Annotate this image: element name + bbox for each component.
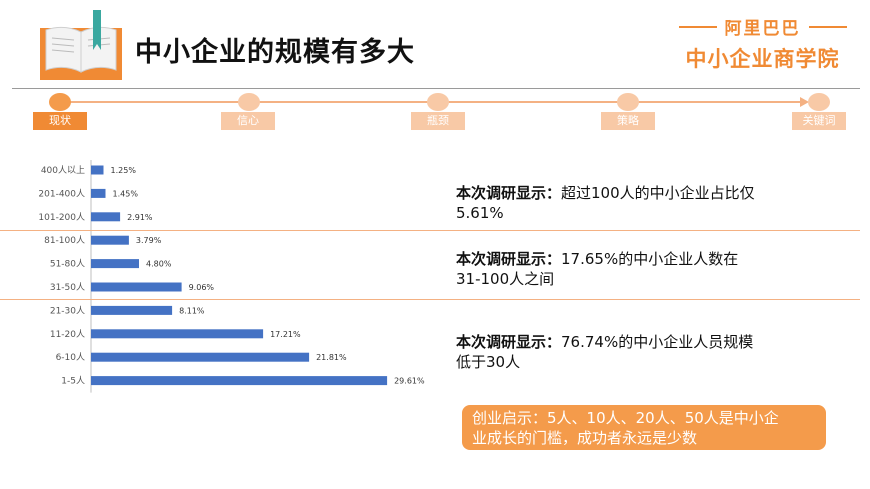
bar [91, 329, 264, 339]
step-dot-confidence [238, 93, 260, 111]
finding-text-line2: 低于30人 [456, 353, 521, 371]
value-label: 9.06% [189, 283, 215, 292]
page-title: 中小企业的规模有多大 [135, 37, 415, 68]
finding-text-line2: 31-100人之间 [456, 270, 555, 288]
bar [91, 235, 129, 245]
callout-line2: 业成长的门槛，成功者永远是少数 [472, 429, 698, 447]
category-label: 6-10人 [56, 352, 85, 363]
step-dot-current [49, 93, 71, 111]
bar [91, 376, 388, 386]
brand-subtitle: 中小企业商学院 [685, 47, 840, 71]
value-label: 1.25% [111, 166, 137, 175]
book-icon [40, 10, 122, 80]
step-dot-bottleneck [427, 93, 449, 111]
step-tab-bottleneck[interactable]: 瓶颈 [411, 112, 465, 130]
finding-31-100: 本次调研显示：17.65%的中小企业人数在 31-100人之间 [456, 249, 738, 289]
bar [91, 188, 106, 198]
finding-text: 超过100人的中小企业占比仅 [561, 184, 755, 202]
brand-name: 阿里巴巴 [724, 19, 801, 39]
value-label: 3.79% [136, 236, 162, 245]
value-label: 29.61% [394, 377, 425, 386]
category-label: 201-400人 [38, 188, 85, 199]
finding-prefix: 本次调研显示： [456, 333, 562, 351]
step-tab-keywords[interactable]: 关键词 [792, 112, 846, 130]
bar [91, 259, 139, 269]
bar [91, 212, 121, 222]
finding-over-100: 本次调研显示：超过100人的中小企业占比仅 5.61% [456, 183, 755, 223]
step-tab-confidence[interactable]: 信心 [221, 112, 275, 130]
category-label: 51-80人 [50, 259, 85, 270]
step-dot-strategy [617, 93, 639, 111]
group-divider-1 [0, 230, 860, 231]
brand-logo: 阿里巴巴 中小企业商学院 [670, 14, 855, 73]
bar [91, 352, 310, 362]
category-label: 1-5人 [61, 376, 85, 387]
category-label: 11-20人 [50, 329, 85, 340]
category-label: 400人以上 [41, 165, 85, 176]
value-label: 8.11% [179, 306, 205, 315]
value-label: 4.80% [146, 260, 172, 269]
startup-insight-callout: 创业启示：5人、10人、20人、50人是中小企 业成长的门槛，成功者永远是少数 [462, 405, 826, 450]
finding-text: 17.65%的中小企业人数在 [561, 250, 739, 268]
finding-prefix: 本次调研显示： [456, 184, 562, 202]
callout-line1: 创业启示：5人、10人、20人、50人是中小企 [472, 409, 779, 427]
step-tab-current[interactable]: 现状 [33, 112, 87, 130]
bar [91, 305, 173, 315]
finding-text-line2: 5.61% [456, 204, 504, 222]
step-dot-keywords [808, 93, 830, 111]
group-divider-2 [0, 299, 860, 300]
value-label: 2.91% [127, 213, 153, 222]
progress-arrow-icon [800, 97, 809, 107]
category-label: 101-200人 [38, 212, 85, 223]
category-label: 81-100人 [44, 235, 85, 246]
category-label: 31-50人 [50, 282, 85, 293]
bar [91, 165, 104, 175]
finding-under-30: 本次调研显示：76.74%的中小企业人员规模 低于30人 [456, 332, 753, 372]
finding-text: 76.74%的中小企业人员规模 [561, 333, 754, 351]
step-tab-strategy[interactable]: 策略 [601, 112, 655, 130]
finding-prefix: 本次调研显示： [456, 250, 562, 268]
value-label: 21.81% [316, 353, 347, 362]
category-label: 21-30人 [50, 305, 85, 316]
value-label: 1.45% [113, 189, 139, 198]
header-divider [12, 88, 860, 89]
bar [91, 282, 182, 292]
value-label: 17.21% [270, 330, 301, 339]
employee-size-bar-chart: 400人以上 1.25% 201-400人 1.45% 101-200人 2.91% 81-… [38, 160, 425, 393]
